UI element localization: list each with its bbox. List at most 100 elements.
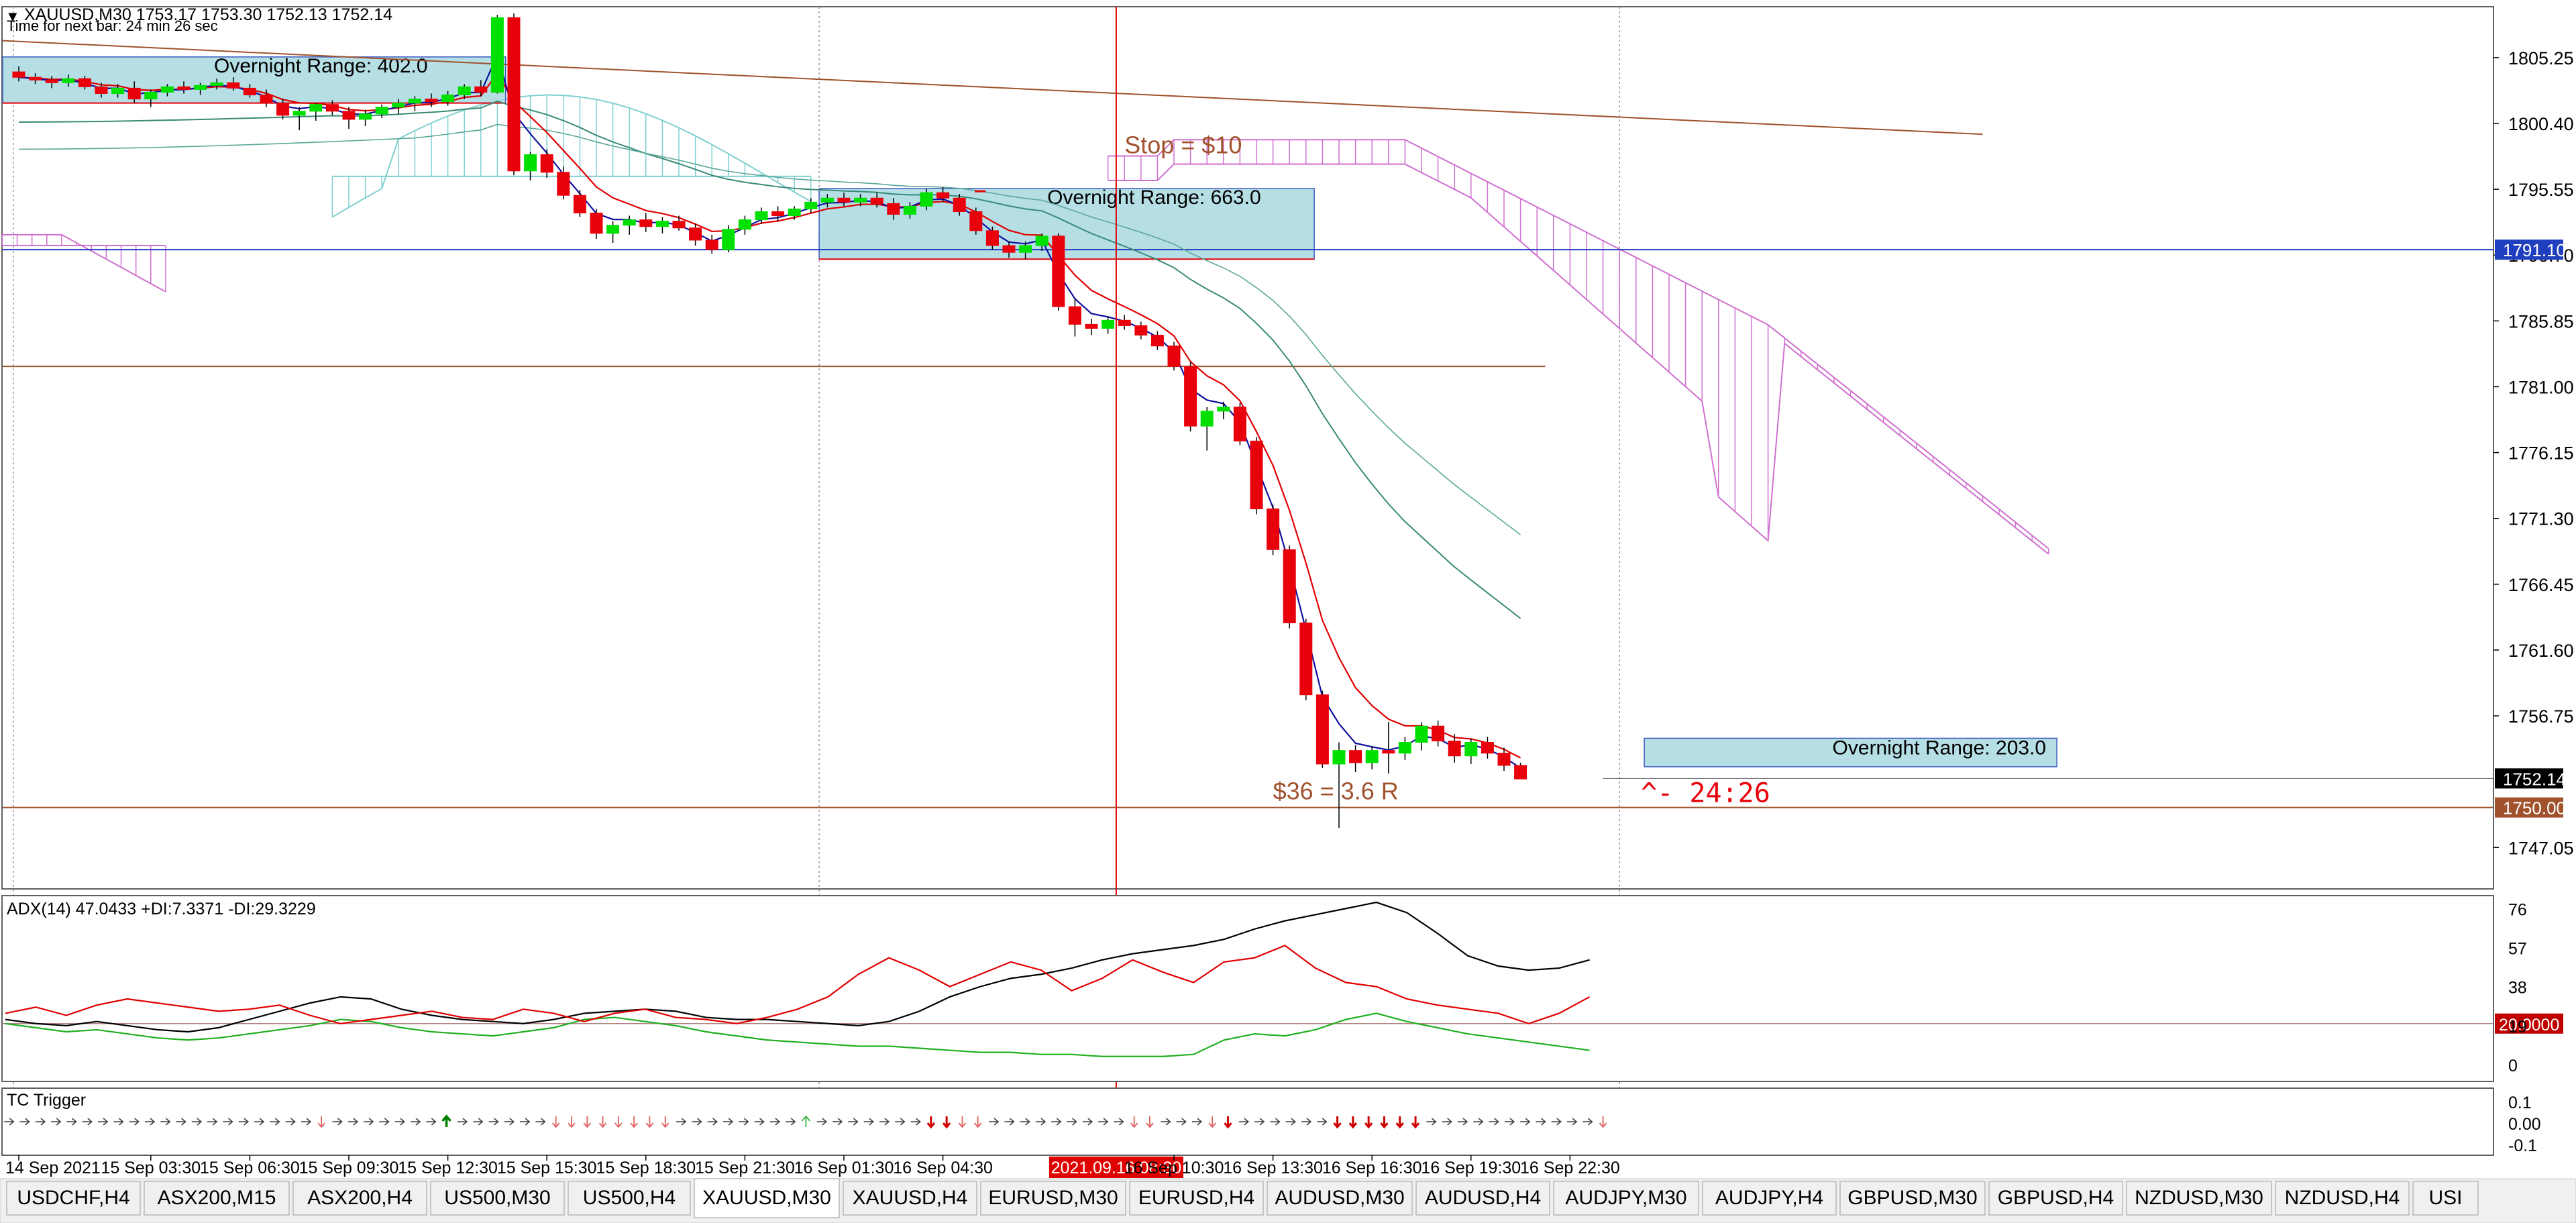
tc-down-arrow	[551, 1116, 560, 1128]
candlestick	[1068, 298, 1081, 337]
candlestick	[111, 84, 125, 98]
tc-signal-arrow	[739, 1118, 749, 1126]
chart-tab[interactable]: GBPUSD,H4	[1988, 1181, 2123, 1216]
chart-tab[interactable]: AUDJPY,H4	[1702, 1181, 1837, 1216]
adx-level-label: 20.0000	[2499, 1016, 2559, 1034]
tc-trigger-pane[interactable]: TC Trigger 0.1 0.00 -0.1	[1, 1087, 2541, 1156]
chart-tab[interactable]: NZDUSD,H4	[2275, 1181, 2410, 1216]
tc-down-arrow	[630, 1116, 638, 1128]
candle-body	[1316, 694, 1329, 765]
tc-signal-arrow	[35, 1118, 46, 1126]
candlestick	[1316, 690, 1329, 768]
tc-signal-arrow	[488, 1118, 499, 1126]
chart-tab[interactable]: EURUSD,H4	[1129, 1181, 1264, 1216]
tab-box	[568, 1181, 691, 1216]
chart-tab[interactable]: ASX200,H4	[292, 1181, 427, 1216]
chart-tab[interactable]: USDCHF,H4	[6, 1181, 141, 1216]
tc-signal-arrow	[441, 1114, 451, 1127]
candlestick	[160, 84, 174, 97]
tab-label: EURUSD,M30	[988, 1187, 1118, 1209]
time-tick-label: 16 Sep 16:30	[1322, 1159, 1422, 1177]
candlestick	[177, 81, 191, 94]
candlestick	[260, 89, 273, 107]
chart-tab[interactable]: GBPUSD,M30	[1839, 1181, 1986, 1216]
chart-tab[interactable]: AUDUSD,M30	[1267, 1181, 1413, 1216]
slow-moving-average-2	[18, 123, 1521, 535]
candlestick	[1134, 321, 1148, 339]
candle-body	[1118, 319, 1131, 326]
tc-tick-label: -0.1	[2508, 1136, 2537, 1155]
tc-neutral-arrow	[1067, 1118, 1077, 1126]
tc-down-arrow	[317, 1116, 325, 1128]
candle-body	[441, 95, 455, 103]
tc-signal-arrow	[410, 1118, 421, 1126]
tc-neutral-arrow	[1238, 1118, 1249, 1126]
chart-menu-arrow-icon[interactable]: ▼	[5, 8, 20, 25]
tab-box	[144, 1181, 290, 1216]
tc-signal-arrow	[4, 1118, 15, 1126]
price-chart-pane[interactable]: Overnight Range: 402.0 Overnight Range: 6…	[1, 6, 2574, 1155]
chart-tab[interactable]: XAUUSD,M30	[694, 1178, 840, 1218]
tab-box	[1553, 1181, 1699, 1216]
candlestick	[1019, 241, 1032, 260]
candle-body	[854, 197, 867, 203]
tc-down-arrow	[926, 1116, 935, 1129]
tc-neutral-arrow	[488, 1118, 499, 1126]
tc-down-arrow	[598, 1116, 607, 1128]
chart-tab-bar[interactable]: USDCHF,H4 ASX200,M15 ASX200,H4 US500,M30 US5…	[0, 1178, 2576, 1223]
tc-signal-arrow	[1176, 1118, 1187, 1126]
candlestick	[1167, 341, 1181, 371]
tc-neutral-arrow	[1504, 1118, 1515, 1126]
chart-tab[interactable]: EURUSD,M30	[980, 1181, 1126, 1216]
price-tick-label: 1756.75	[2508, 706, 2574, 727]
candlestick	[1497, 747, 1511, 771]
tc-signal-arrow	[1348, 1116, 1357, 1129]
tc-signal-arrow	[535, 1118, 546, 1126]
candle-body	[1217, 407, 1230, 412]
candlestick	[243, 84, 256, 98]
candle-body	[78, 78, 91, 87]
chart-tab[interactable]: AUDJPY,M30	[1553, 1181, 1699, 1216]
tc-neutral-arrow	[410, 1118, 421, 1126]
tc-signal-arrow	[816, 1118, 827, 1126]
chart-tab[interactable]: US500,M30	[430, 1181, 565, 1216]
chart-tab[interactable]: XAUUSD,H4	[843, 1181, 977, 1216]
candle-body	[1398, 742, 1411, 754]
candle-body	[408, 99, 421, 104]
candlestick	[95, 83, 108, 98]
chart-tab[interactable]: ASX200,M15	[144, 1181, 290, 1216]
tc-neutral-arrow	[520, 1118, 531, 1126]
candle-body	[260, 95, 273, 104]
current-price-label: 1752.14	[2503, 769, 2566, 789]
candle-body	[590, 213, 603, 234]
candlestick	[655, 217, 669, 233]
adx-tick-label: 19	[2508, 1018, 2527, 1036]
chart-tab[interactable]: US500,H4	[568, 1181, 691, 1216]
tc-neutral-arrow	[535, 1118, 546, 1126]
tc-signal-arrow	[254, 1118, 265, 1126]
tc-signal-arrow	[614, 1116, 623, 1128]
tab-box	[980, 1181, 1126, 1216]
candle-body	[1448, 740, 1461, 757]
tc-neutral-arrow	[1082, 1118, 1093, 1126]
tc-up-arrow	[801, 1115, 811, 1127]
time-tick-label: 16 Sep 10:30	[1124, 1159, 1224, 1177]
tc-down-arrow	[1599, 1116, 1607, 1128]
tc-signal-arrow	[426, 1118, 437, 1126]
tc-signal-arrow	[82, 1118, 93, 1126]
chart-tab[interactable]: USI	[2412, 1181, 2479, 1216]
chart-tab[interactable]: NZDUSD,M30	[2126, 1181, 2272, 1216]
candle-body	[62, 78, 75, 83]
tc-neutral-arrow	[707, 1118, 718, 1126]
chart-tab[interactable]: AUDUSD,H4	[1415, 1181, 1550, 1216]
candle-body	[1299, 622, 1313, 696]
tc-signal-arrow	[1051, 1118, 1062, 1126]
candlestick	[507, 13, 521, 175]
candle-body	[524, 154, 537, 172]
tc-signal-arrow	[457, 1118, 468, 1126]
tc-signal-arrow	[1020, 1118, 1030, 1126]
adx-indicator-pane[interactable]: ADX(14) 47.0433 +DI:7.3371 -DI:29.3229 20…	[1, 895, 2563, 1082]
candle-body	[755, 211, 768, 221]
tc-signal-arrow	[379, 1118, 390, 1126]
